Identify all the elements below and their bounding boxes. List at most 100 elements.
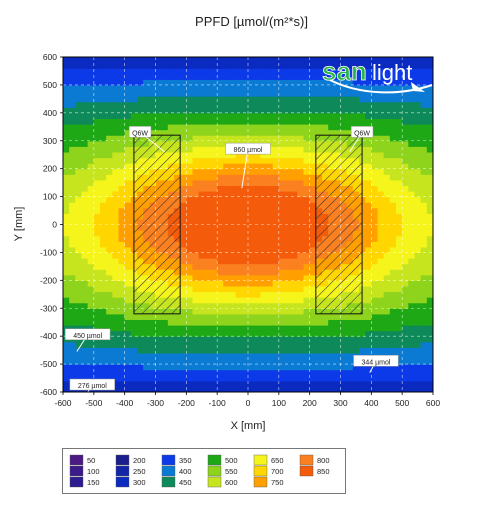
heatmap-cell — [254, 291, 261, 298]
heatmap-cell — [285, 101, 292, 108]
fixture-q6w — [133, 134, 181, 315]
heatmap-cell — [254, 207, 261, 214]
heatmap-cell — [408, 274, 416, 281]
heatmap-cell — [241, 84, 249, 92]
heatmap-cell — [266, 174, 274, 181]
heatmap-cell — [81, 274, 89, 281]
heatmap-cell — [235, 179, 243, 187]
heatmap-cell — [254, 179, 261, 187]
heatmap-cell — [69, 280, 76, 287]
heatmap-cell — [118, 297, 126, 304]
heatmap-cell — [235, 313, 243, 321]
heatmap-cell — [389, 163, 397, 170]
heatmap-cell — [143, 118, 150, 125]
legend-swatch — [299, 454, 314, 466]
heatmap-cell — [248, 101, 255, 108]
heatmap-cell — [377, 319, 385, 326]
heatmap-cell — [278, 118, 286, 125]
heatmap-cell — [81, 369, 89, 376]
heatmap-cell — [309, 380, 317, 388]
heatmap-cell — [340, 358, 348, 365]
heatmap-cell — [204, 213, 212, 220]
heatmap-cell — [217, 347, 224, 354]
heatmap-cell — [371, 319, 379, 326]
heatmap-cell — [155, 129, 163, 136]
heatmap-cell — [340, 112, 348, 120]
heatmap-cell — [396, 230, 403, 237]
heatmap-cell — [408, 347, 416, 354]
heatmap-cell — [371, 57, 379, 64]
heatmap-cell — [285, 380, 292, 388]
y-tick-label: 400 — [43, 108, 57, 118]
heatmap-cell — [297, 168, 305, 175]
heatmap-cell — [420, 241, 428, 248]
heatmap-cell — [229, 135, 237, 142]
heatmap-cell — [63, 375, 70, 382]
heatmap-cell — [365, 313, 372, 321]
heatmap-cell — [260, 269, 268, 276]
heatmap-cell — [278, 230, 286, 237]
heatmap-cell — [106, 235, 113, 242]
heatmap-cell — [408, 57, 416, 64]
heatmap-cell — [93, 140, 101, 147]
heatmap-cell — [248, 375, 255, 382]
heatmap-cell — [211, 146, 218, 153]
heatmap-cell — [297, 297, 305, 304]
heatmap-cell — [100, 84, 107, 92]
heatmap-cell — [204, 325, 212, 332]
heatmap-cell — [198, 336, 206, 343]
heatmap-cell — [235, 274, 243, 281]
heatmap-cell — [186, 174, 194, 181]
heatmap-cell — [285, 313, 292, 321]
heatmap-cell — [143, 336, 150, 343]
heatmap-cell — [383, 285, 391, 293]
heatmap-cell — [155, 90, 163, 97]
heatmap-cell — [229, 68, 237, 75]
heatmap-cell — [266, 185, 274, 192]
heatmap-cell — [69, 369, 76, 376]
heatmap-cell — [248, 112, 255, 120]
heatmap-cell — [112, 380, 120, 388]
heatmap-cell — [241, 274, 249, 281]
heatmap-cell — [383, 112, 391, 120]
heatmap-cell — [81, 118, 89, 125]
heatmap-cell — [278, 369, 286, 376]
heatmap-cell — [174, 358, 181, 365]
heatmap-cell — [297, 336, 305, 343]
heatmap-cell — [192, 96, 200, 103]
heatmap-cell — [309, 62, 317, 69]
heatmap-cell — [408, 163, 416, 170]
heatmap-cell — [75, 112, 83, 120]
heatmap-cell — [186, 57, 194, 64]
heatmap-cell — [426, 84, 433, 92]
heatmap-cell — [365, 101, 372, 108]
heatmap-cell — [124, 129, 132, 136]
heatmap-cell — [180, 380, 187, 388]
heatmap-cell — [211, 135, 218, 142]
heatmap-cell — [414, 107, 422, 114]
heatmap-cell — [75, 207, 83, 214]
heatmap-cell — [211, 308, 218, 315]
heatmap-cell — [143, 96, 150, 103]
heatmap-cell — [235, 79, 243, 86]
y-tick-label: 500 — [43, 80, 57, 90]
heatmap-cell — [217, 341, 224, 348]
heatmap-cell — [229, 112, 237, 120]
heatmap-cell — [285, 330, 292, 337]
heatmap-cell — [217, 230, 224, 237]
heatmap-cell — [69, 235, 76, 242]
heatmap-cell — [396, 347, 403, 354]
heatmap-cell — [322, 358, 329, 365]
heatmap-cell — [291, 297, 298, 304]
heatmap-cell — [204, 302, 212, 309]
heatmap-cell — [241, 341, 249, 348]
heatmap-cell — [377, 291, 385, 298]
heatmap-cell — [149, 330, 157, 337]
heatmap-cell — [63, 325, 70, 332]
heatmap-cell — [211, 107, 218, 114]
heatmap-cell — [161, 90, 169, 97]
heatmap-cell — [229, 230, 237, 237]
heatmap-cell — [235, 302, 243, 309]
heatmap-cell — [211, 347, 218, 354]
heatmap-cell — [365, 241, 372, 248]
